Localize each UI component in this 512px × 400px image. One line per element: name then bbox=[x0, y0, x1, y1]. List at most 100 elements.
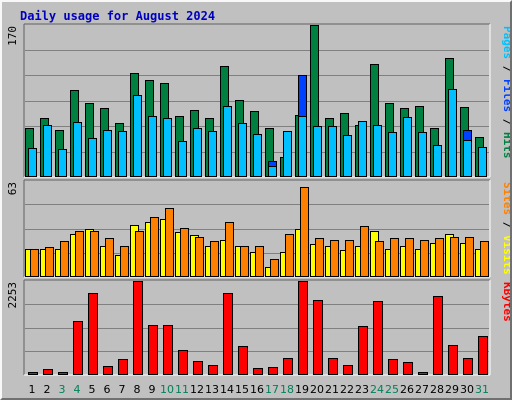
chart-title: Daily usage for August 2024 bbox=[20, 9, 216, 23]
x-tick-label: 4 bbox=[74, 383, 81, 396]
x-tick-label: 11 bbox=[175, 383, 189, 396]
kbytes-bar bbox=[463, 358, 473, 375]
pages-bar bbox=[223, 106, 232, 177]
sites-bar bbox=[345, 240, 354, 277]
pages-bar bbox=[103, 130, 112, 177]
sites-bar bbox=[465, 237, 474, 277]
sites-bar bbox=[75, 231, 84, 277]
sites-bar bbox=[360, 226, 369, 277]
x-tick-label: 25 bbox=[385, 383, 399, 396]
legend-pages: Pages bbox=[501, 26, 510, 59]
pages-bar bbox=[343, 135, 352, 177]
kbytes-bar bbox=[328, 358, 338, 375]
kbytes-bar bbox=[73, 321, 83, 375]
sites-bar bbox=[450, 237, 459, 277]
kbytes-bar bbox=[433, 296, 443, 375]
kbytes-bar bbox=[283, 358, 293, 375]
pages-bar bbox=[28, 148, 37, 177]
x-tick-label: 23 bbox=[355, 383, 369, 396]
legend-kbytes: KBytes bbox=[501, 282, 510, 322]
x-tick-label: 31 bbox=[475, 383, 489, 396]
x-tick-label: 12 bbox=[190, 383, 204, 396]
x-tick-label: 28 bbox=[430, 383, 444, 396]
pages-bar bbox=[118, 131, 127, 177]
sites-bar bbox=[135, 231, 144, 277]
kbytes-bar bbox=[313, 300, 323, 375]
sites-bar bbox=[255, 246, 264, 277]
legend-separator: / bbox=[501, 215, 510, 235]
pages-bar bbox=[73, 122, 82, 177]
pages-bar bbox=[238, 123, 247, 177]
x-tick-label: 26 bbox=[400, 383, 414, 396]
pages-bar bbox=[208, 131, 217, 177]
x-tick-label: 19 bbox=[295, 383, 309, 396]
x-tick-label: 17 bbox=[265, 383, 279, 396]
kbytes-bar bbox=[343, 365, 353, 375]
pages-bar bbox=[43, 125, 52, 177]
pages-bar bbox=[478, 147, 487, 177]
x-tick-label: 1 bbox=[29, 383, 36, 396]
kbytes-bar bbox=[373, 301, 383, 375]
pages-bar bbox=[298, 116, 307, 177]
sites-bar bbox=[315, 238, 324, 277]
x-tick-label: 29 bbox=[445, 383, 459, 396]
x-tick-label: 24 bbox=[370, 383, 384, 396]
sites-bar bbox=[150, 217, 159, 277]
x-tick-label: 10 bbox=[160, 383, 174, 396]
sites-bar bbox=[480, 241, 489, 277]
pages-bar bbox=[373, 125, 382, 177]
kbytes-bar bbox=[448, 345, 458, 375]
sites-bar bbox=[30, 249, 39, 277]
x-tick-label: 2 bbox=[44, 383, 51, 396]
sites-bar bbox=[375, 241, 384, 277]
kbytes-bar bbox=[253, 368, 263, 375]
sites-bar bbox=[165, 208, 174, 277]
pages-bar bbox=[448, 89, 457, 177]
x-tick-label: 15 bbox=[235, 383, 249, 396]
x-tick-label: 30 bbox=[460, 383, 474, 396]
sites-bar bbox=[210, 241, 219, 277]
legend-visits: Visits bbox=[501, 235, 510, 275]
x-tick-label: 18 bbox=[280, 383, 294, 396]
pages-bar bbox=[313, 126, 322, 177]
x-tick-label: 27 bbox=[415, 383, 429, 396]
legend-top: Pages / Files / Hits bbox=[501, 26, 510, 159]
x-tick-label: 21 bbox=[325, 383, 339, 396]
x-tick-label: 20 bbox=[310, 383, 324, 396]
pages-bar bbox=[193, 128, 202, 177]
y-max-label-middle: 63 bbox=[6, 182, 19, 195]
kbytes-bar bbox=[193, 361, 203, 375]
sites-bar bbox=[60, 241, 69, 277]
kbytes-bar bbox=[133, 281, 143, 375]
kbytes-bar bbox=[388, 359, 398, 375]
kbytes-bar bbox=[118, 359, 128, 375]
legend-separator: / bbox=[501, 112, 510, 132]
x-tick-label: 8 bbox=[134, 383, 141, 396]
pages-bar bbox=[403, 117, 412, 177]
legend-hits: Hits bbox=[501, 132, 510, 159]
sites-bar bbox=[225, 222, 234, 277]
kbytes-bar bbox=[478, 336, 488, 375]
x-tick-label: 13 bbox=[205, 383, 219, 396]
kbytes-bar bbox=[163, 325, 173, 375]
sites-bar bbox=[90, 231, 99, 277]
pages-bar bbox=[358, 121, 367, 177]
x-tick-label: 7 bbox=[119, 383, 126, 396]
kbytes-bar bbox=[223, 293, 233, 375]
kbytes-bar bbox=[403, 362, 413, 375]
kbytes-bar bbox=[268, 367, 278, 375]
sites-bar bbox=[120, 246, 129, 277]
legend-middle: Sites / Visits bbox=[501, 182, 510, 275]
sites-bar bbox=[405, 238, 414, 277]
legend-separator: / bbox=[501, 59, 510, 79]
x-tick-label: 3 bbox=[59, 383, 66, 396]
kbytes-bar bbox=[418, 372, 428, 375]
y-max-label-bottom: 2253 bbox=[6, 282, 19, 309]
pages-bar bbox=[328, 126, 337, 177]
kbytes-bar bbox=[298, 281, 308, 375]
kbytes-bar bbox=[28, 372, 38, 375]
kbytes-bar bbox=[178, 350, 188, 375]
pages-bar bbox=[178, 141, 187, 177]
